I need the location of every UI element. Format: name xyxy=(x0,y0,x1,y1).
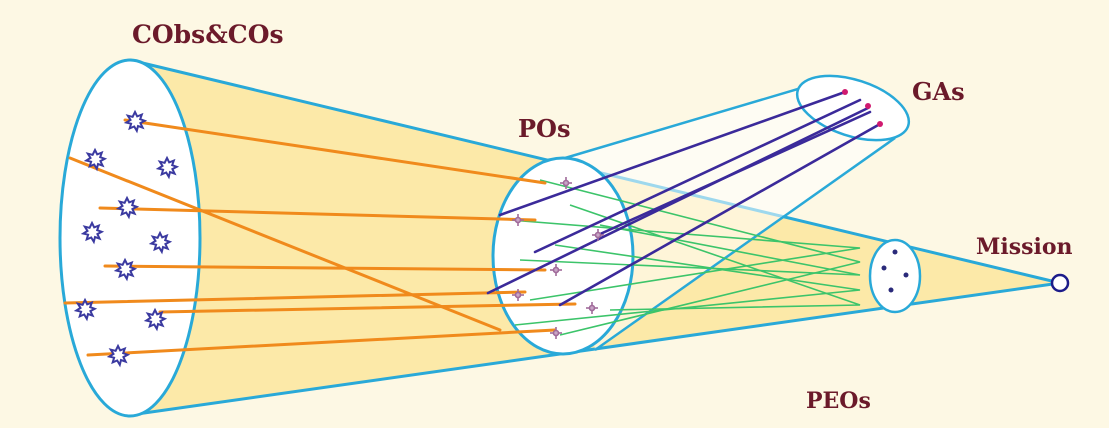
po-mark xyxy=(592,229,604,241)
po-mark xyxy=(550,264,562,276)
ga-mark xyxy=(842,89,848,95)
cobs-po-link xyxy=(98,206,537,222)
cobs-cos-label: CObs&COs xyxy=(132,20,284,49)
peos-ellipse xyxy=(868,238,922,314)
course-outcome-stars xyxy=(73,109,180,368)
ga-mark xyxy=(865,103,871,109)
star-icon xyxy=(73,297,98,322)
po-ga-link xyxy=(498,90,847,217)
peo-dots xyxy=(881,249,909,293)
cobs-po-link xyxy=(103,264,547,272)
ga-marks xyxy=(842,89,883,127)
cobs-cos-ellipse xyxy=(58,58,202,418)
mission-label: Mission xyxy=(976,234,1073,260)
po-mark xyxy=(560,177,572,189)
peo-dot xyxy=(888,287,894,293)
po-mark xyxy=(586,302,598,314)
po-mark xyxy=(512,214,524,226)
cobs-po-link xyxy=(123,118,547,185)
peos-label: PEOs xyxy=(806,388,871,414)
po-ga-link xyxy=(486,106,870,295)
cobs-po-link xyxy=(68,156,502,332)
po-peo-link xyxy=(514,244,861,326)
cobs-po-link xyxy=(158,302,577,314)
gas-label: GAs xyxy=(912,77,965,106)
peo-dot xyxy=(881,265,887,271)
star-icon xyxy=(83,147,108,172)
star-icon xyxy=(143,307,168,332)
gas-cone-top-edge xyxy=(564,76,836,160)
po-mark xyxy=(512,289,524,301)
po-ga-link xyxy=(533,98,862,254)
star-icon xyxy=(148,230,173,255)
star-icon xyxy=(80,220,105,245)
star-icon xyxy=(155,155,180,180)
po-ga-links xyxy=(486,90,882,307)
po-ga-link xyxy=(596,110,872,237)
peo-dot xyxy=(903,272,909,278)
po-peo-link xyxy=(569,204,861,311)
po-ga-link xyxy=(558,122,882,307)
po-marks xyxy=(512,177,604,339)
mission-circle xyxy=(1050,273,1070,293)
star-icon xyxy=(123,109,148,134)
cobs-po-link xyxy=(63,290,527,305)
peo-dot xyxy=(892,249,898,255)
ga-mark xyxy=(877,121,883,127)
cobs-po-links xyxy=(63,118,577,357)
po-mark xyxy=(550,327,562,339)
star-icon xyxy=(115,195,140,220)
pos-label: POs xyxy=(518,114,571,143)
star-icon xyxy=(106,343,131,368)
star-icon xyxy=(113,257,138,282)
cobs-po-link xyxy=(86,328,557,357)
